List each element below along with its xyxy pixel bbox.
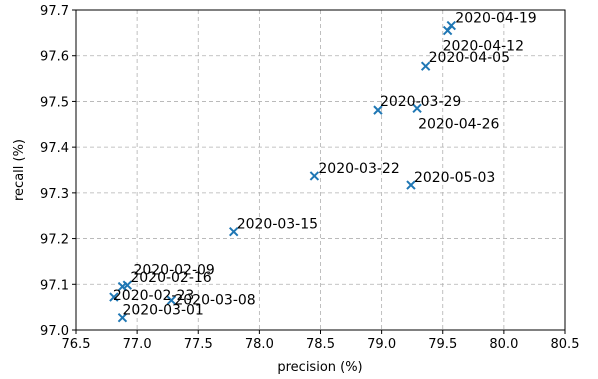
y-tick-label: 97.5 xyxy=(40,95,69,110)
data-point-marker xyxy=(309,171,320,181)
y-tick-label: 97.7 xyxy=(40,4,69,19)
data-point-marker xyxy=(166,295,177,305)
point-label: 2020-04-05 xyxy=(429,50,510,66)
point-label: 2020-03-15 xyxy=(237,217,318,233)
x-tick-label: 78.0 xyxy=(245,337,274,352)
data-point-marker xyxy=(109,292,119,302)
point-label: 2020-03-08 xyxy=(174,292,255,308)
point-label: 2020-04-19 xyxy=(455,11,536,27)
x-tick-label: 77.5 xyxy=(184,337,213,352)
x-axis-label: precision (%) xyxy=(277,360,362,375)
point-label: 2020-04-12 xyxy=(443,39,524,55)
data-point-marker xyxy=(406,180,416,190)
y-tick-label: 97.3 xyxy=(40,187,69,202)
point-label: 2020-02-16 xyxy=(130,270,211,286)
y-tick-label: 97.2 xyxy=(40,233,69,248)
point-label: 2020-03-01 xyxy=(122,303,203,319)
y-tick-label: 97.0 xyxy=(40,324,69,339)
y-tick-label: 97.6 xyxy=(40,50,69,65)
y-tick-label: 97.1 xyxy=(40,278,69,293)
data-point-marker xyxy=(420,61,431,71)
point-label: 2020-04-26 xyxy=(418,116,499,132)
point-label: 2020-03-29 xyxy=(380,94,461,110)
plot-area-frame xyxy=(75,9,566,331)
point-label: 2020-02-09 xyxy=(133,263,214,279)
point-label: 2020-03-22 xyxy=(318,161,399,177)
data-point-marker xyxy=(412,103,422,113)
x-tick-label: 80.5 xyxy=(551,337,580,352)
point-label: 2020-05-03 xyxy=(414,170,495,186)
x-tick-label: 77.0 xyxy=(123,337,152,352)
data-point-marker xyxy=(446,20,457,31)
y-tick-label: 97.4 xyxy=(40,141,69,156)
data-point-marker xyxy=(122,280,133,290)
x-tick-label: 80.0 xyxy=(489,337,518,352)
x-tick-label: 76.5 xyxy=(62,337,91,352)
y-axis-label: recall (%) xyxy=(12,139,27,201)
axis-ticks: 76.5 77.0 77.5 78.0 78.5 79.0 79.5 80.0 80.5 97.0… xyxy=(40,4,579,352)
x-tick-label: 79.0 xyxy=(367,337,396,352)
data-point-marker xyxy=(228,227,239,237)
data-point-marker xyxy=(373,105,383,115)
x-tick-label: 79.5 xyxy=(428,337,457,352)
point-label: 2020-02-23 xyxy=(113,288,194,304)
x-tick-label: 78.5 xyxy=(306,337,335,352)
data-point-marker xyxy=(117,312,128,323)
data-points xyxy=(109,20,457,323)
